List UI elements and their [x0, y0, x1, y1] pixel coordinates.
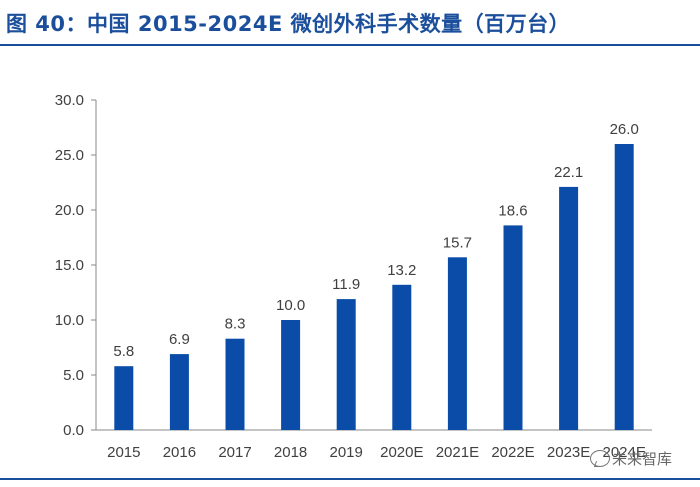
x-tick-label: 2021E	[436, 444, 479, 461]
bar-2015	[114, 366, 134, 430]
data-label: 5.8	[113, 343, 134, 360]
watermark: 未来智库	[612, 450, 673, 468]
y-tick-label: 10.0	[55, 312, 84, 329]
bar-2019	[336, 299, 356, 430]
chart-title: 图 40：中国 2015-2024E 微创外科手术数量（百万台）	[6, 12, 571, 36]
title-divider	[0, 44, 700, 46]
x-tick-label: 2018	[274, 444, 307, 461]
bar-2017	[225, 338, 245, 430]
bar-2020e	[392, 284, 412, 430]
bar-2021e	[447, 257, 467, 430]
data-label: 6.9	[169, 331, 190, 348]
bar-2016	[169, 354, 189, 430]
y-tick-label: 15.0	[55, 257, 84, 274]
data-label: 26.0	[610, 121, 639, 138]
x-tick-label: 2022E	[491, 444, 534, 461]
data-label: 11.9	[332, 276, 360, 293]
data-label: 13.2	[387, 262, 416, 279]
wechat-icon	[590, 450, 610, 467]
bar-2022e	[503, 225, 523, 430]
x-tick-label: 2015	[107, 444, 140, 461]
x-tick-label: 2016	[163, 444, 196, 461]
y-tick-label: 25.0	[55, 147, 84, 164]
data-label: 18.6	[498, 202, 527, 219]
y-tick-label: 30.0	[55, 92, 84, 109]
x-tick-label: 2023E	[547, 444, 590, 461]
bar-2023e	[559, 186, 579, 430]
data-label: 22.1	[554, 164, 583, 181]
x-tick-label: 2019	[330, 444, 363, 461]
data-label: 10.0	[276, 297, 305, 314]
y-tick-label: 20.0	[55, 202, 84, 219]
x-tick-label: 2024E	[603, 444, 646, 461]
bottom-divider	[0, 478, 700, 480]
bar-2018	[281, 320, 301, 430]
data-label: 15.7	[443, 234, 472, 251]
x-tick-label: 2017	[218, 444, 251, 461]
x-tick-label: 2020E	[380, 444, 423, 461]
bar-2024e	[614, 144, 634, 430]
data-label: 8.3	[225, 316, 246, 333]
y-tick-label: 5.0	[63, 367, 84, 384]
y-tick-label: 0.0	[63, 422, 84, 439]
